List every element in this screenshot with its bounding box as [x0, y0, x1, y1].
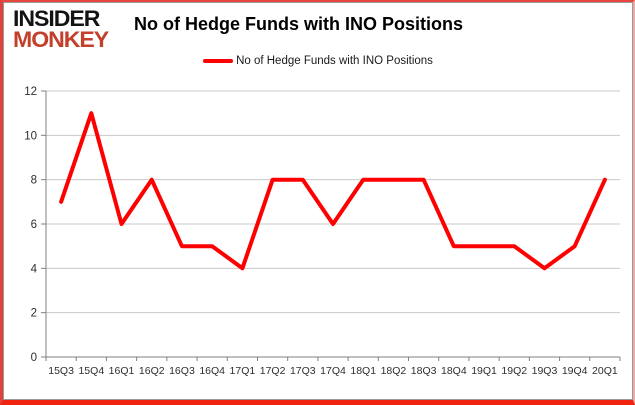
- logo-line2: MONKEY: [13, 27, 109, 52]
- x-tick-label: 16Q4: [199, 365, 225, 377]
- line-chart: 0 2 4 6 8 10 12 15Q3 15Q4 16Q1 16Q2 16Q3 16Q4 17Q1 17Q…: [24, 86, 621, 377]
- chart-inner-border: 0 2 4 6 8 10 12 15Q3 15Q4 16Q1 16Q2 16Q3 16Q4 17Q1 17Q…: [3, 2, 633, 400]
- y-tick-label: 12: [24, 86, 37, 98]
- x-tick-label: 18Q1: [350, 365, 376, 377]
- x-tick-label: 17Q3: [290, 365, 316, 377]
- x-tick-label: 16Q2: [139, 365, 165, 377]
- legend-label: No of Hedge Funds with INO Positions: [236, 55, 433, 67]
- y-tick-label: 6: [31, 219, 37, 231]
- x-tick-label: 17Q2: [260, 365, 286, 377]
- y-tick-label: 8: [31, 175, 37, 187]
- y-tick-label: 4: [31, 263, 38, 275]
- x-tick-label: 20Q1: [592, 365, 618, 377]
- x-tick-label: 17Q4: [320, 365, 346, 377]
- y-tick-label: 2: [31, 308, 37, 320]
- x-tick-label: 18Q3: [411, 365, 437, 377]
- x-tick-label: 15Q4: [78, 365, 104, 377]
- legend: No of Hedge Funds with INO Positions: [4, 55, 632, 67]
- insider-monkey-logo: INSIDER MONKEY: [13, 6, 109, 52]
- x-tick-label: 16Q3: [169, 365, 195, 377]
- x-tick-label: 19Q2: [501, 365, 527, 377]
- x-tick-label: 16Q1: [109, 365, 135, 377]
- series-line: [59, 111, 607, 271]
- y-tick-label: 0: [31, 352, 37, 364]
- x-tick-label: 19Q4: [562, 365, 588, 377]
- x-tick-label: 18Q2: [381, 365, 407, 377]
- x-tick-label: 17Q1: [230, 365, 256, 377]
- y-tick-label: 10: [24, 130, 37, 142]
- x-tick-label: 18Q4: [441, 365, 467, 377]
- x-tick-label: 19Q3: [532, 365, 558, 377]
- chart-title: No of Hedge Funds with INO Positions: [134, 14, 463, 34]
- x-tick-label: 15Q3: [48, 365, 74, 377]
- legend-line-swatch: [203, 59, 234, 63]
- logo-line1: INSIDER: [13, 6, 100, 31]
- x-tick-label: 19Q1: [471, 365, 497, 377]
